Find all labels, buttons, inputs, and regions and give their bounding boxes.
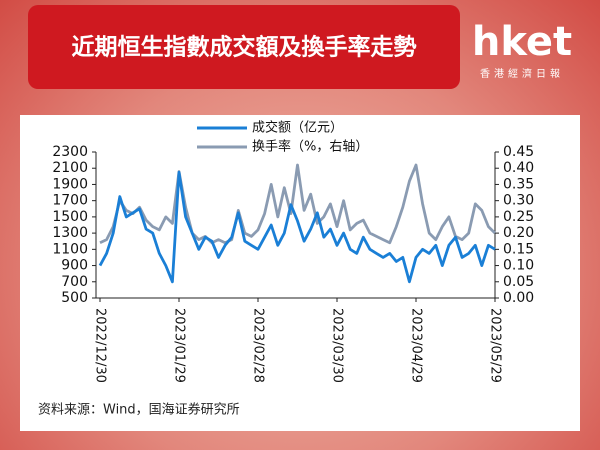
- x-tick-label: 2023/04/29: [409, 308, 424, 383]
- y-tick-label: 2300: [52, 144, 88, 160]
- logo: hket: [472, 19, 572, 65]
- x-tick-label: 2023/05/29: [488, 308, 503, 383]
- y2-tick-label: 0.25: [503, 209, 534, 225]
- y-tick-label: 900: [61, 258, 88, 274]
- y-tick-label: 1700: [52, 193, 88, 209]
- y2-tick-label: 0.05: [503, 274, 534, 290]
- x-tick-label: 2023/02/28: [251, 308, 266, 383]
- source-note: 资料来源：Wind，国海证券研究所: [38, 402, 240, 418]
- y-tick-label: 1900: [52, 176, 88, 192]
- y2-tick-label: 0.35: [503, 176, 534, 192]
- logo-subtitle: 香港經濟日報: [480, 67, 564, 80]
- title-banner: [28, 5, 460, 89]
- series-line: [98, 170, 496, 284]
- y2-tick-label: 0.20: [503, 225, 534, 241]
- x-tick-label: 2023/03/30: [330, 308, 345, 383]
- legend-label: 换手率（%，右轴）: [252, 139, 368, 155]
- chart-panel: [20, 115, 580, 431]
- y2-tick-label: 0.00: [503, 290, 534, 306]
- y-tick-label: 500: [61, 290, 88, 306]
- y-tick-label: 1100: [52, 241, 88, 257]
- y2-tick-label: 0.40: [503, 160, 534, 176]
- y-tick-label: 1500: [52, 209, 88, 225]
- y-tick-label: 700: [61, 274, 88, 290]
- page-title: 近期恒生指數成交額及換手率走勢: [72, 34, 417, 61]
- y-tick-label: 1300: [52, 225, 88, 241]
- y2-tick-label: 0.10: [503, 258, 534, 274]
- x-tick-label: 2022/12/30: [93, 308, 108, 383]
- y2-tick-label: 0.15: [503, 241, 534, 257]
- y-tick-label: 2100: [52, 160, 88, 176]
- x-tick-label: 2023/01/29: [172, 308, 187, 383]
- legend-label: 成交额（亿元）: [252, 120, 343, 136]
- y2-tick-label: 0.30: [503, 193, 534, 209]
- y2-tick-label: 0.45: [503, 144, 534, 160]
- series-line: [99, 163, 496, 245]
